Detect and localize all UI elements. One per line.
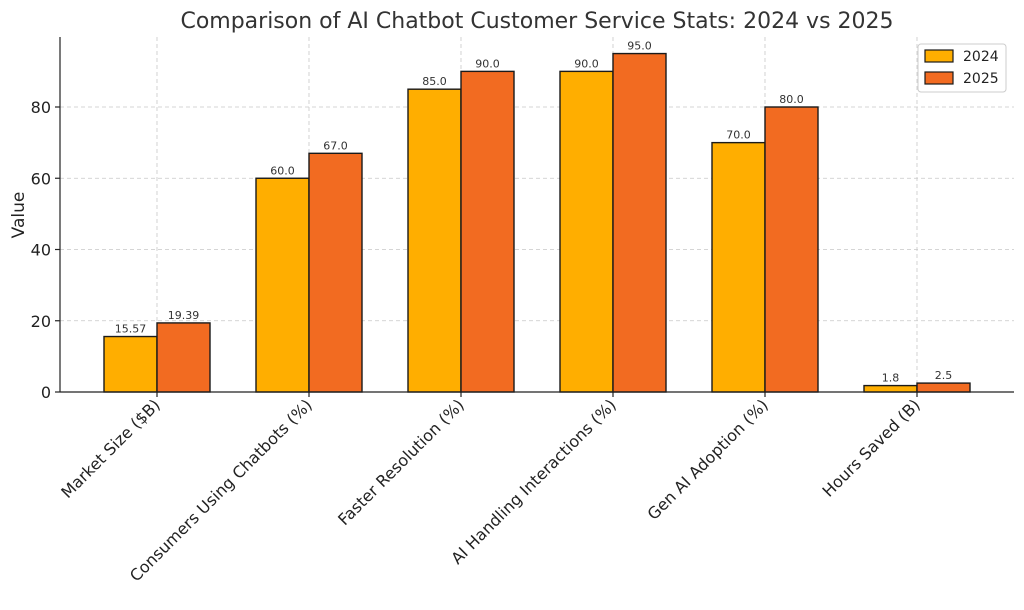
bars bbox=[103, 52, 971, 393]
data-label: 15.57 bbox=[115, 323, 147, 336]
legend-label-2024: 2024 bbox=[963, 49, 999, 65]
data-label: 60.0 bbox=[270, 164, 295, 177]
x-tick-label: Gen AI Adoption (%) bbox=[644, 395, 772, 523]
x-tick-label: Hours Saved (B) bbox=[819, 395, 924, 500]
data-label: 2.5 bbox=[935, 369, 953, 382]
x-tick-label: AI Handling Interactions (%) bbox=[447, 395, 620, 568]
x-tick-label: Market Size ($B) bbox=[57, 395, 164, 502]
y-tick-label: 20 bbox=[31, 312, 51, 331]
x-tick-label: Consumers Using Chatbots (%) bbox=[126, 395, 316, 585]
x-tick-label: Faster Resolution (%) bbox=[334, 395, 468, 529]
data-label: 1.8 bbox=[882, 372, 900, 385]
y-axis-label: Value bbox=[9, 192, 29, 239]
bar-2025 bbox=[460, 70, 515, 393]
bar-2024 bbox=[863, 384, 918, 393]
legend: 2024 2025 bbox=[917, 43, 1007, 93]
axes bbox=[59, 37, 1014, 393]
y-tick-label: 80 bbox=[31, 98, 51, 117]
bar-2025 bbox=[612, 52, 667, 393]
y-ticks: 0 20 40 60 80 bbox=[31, 98, 60, 402]
bar-2025 bbox=[156, 322, 211, 393]
bar-2024 bbox=[711, 141, 766, 393]
chart-title: Comparison of AI Chatbot Customer Servic… bbox=[180, 9, 893, 34]
bar-2025 bbox=[916, 382, 971, 393]
data-label: 70.0 bbox=[726, 129, 751, 142]
bar-2024 bbox=[103, 335, 158, 393]
legend-label-2025: 2025 bbox=[963, 71, 999, 87]
data-label: 80.0 bbox=[779, 93, 804, 106]
data-labels: 15.57 19.39 60.0 67.0 85.0 90.0 90.0 95.0 70.0 80… bbox=[115, 40, 953, 385]
data-label: 85.0 bbox=[422, 75, 447, 88]
data-label: 67.0 bbox=[323, 139, 348, 152]
data-label: 90.0 bbox=[574, 57, 599, 70]
legend-swatch-2024 bbox=[924, 49, 954, 63]
x-ticks: Market Size ($B)Consumers Using Chatbots… bbox=[57, 392, 924, 585]
bar-2025 bbox=[308, 152, 363, 393]
bar-2025 bbox=[764, 106, 819, 393]
y-tick-label: 60 bbox=[31, 169, 51, 188]
y-tick-label: 40 bbox=[31, 241, 51, 260]
y-tick-label: 0 bbox=[41, 383, 51, 402]
data-label: 19.39 bbox=[168, 309, 200, 322]
legend-swatch-2025 bbox=[924, 71, 954, 85]
data-label: 90.0 bbox=[475, 57, 500, 70]
bar-2024 bbox=[255, 177, 310, 393]
bar-2024 bbox=[407, 88, 462, 393]
bar-2024 bbox=[559, 70, 614, 393]
data-label: 95.0 bbox=[627, 40, 652, 53]
